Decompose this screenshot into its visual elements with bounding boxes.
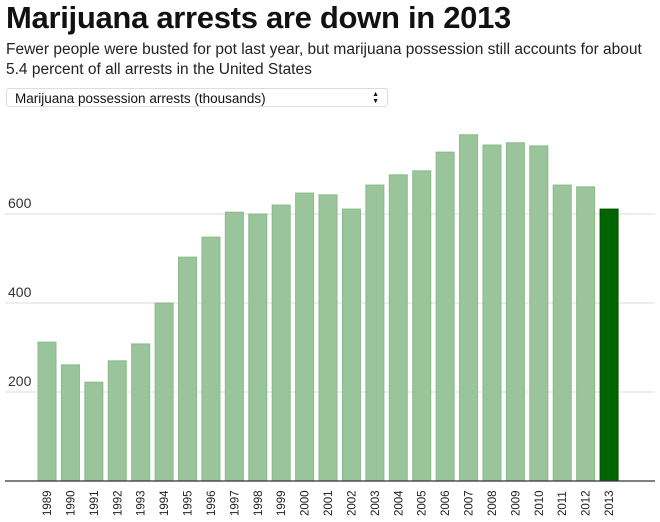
x-tick-label: 1990: [65, 490, 77, 516]
x-tick-label: 2012: [581, 490, 593, 516]
x-tick-label: 1998: [253, 490, 265, 516]
x-tick-label: 2003: [370, 490, 382, 516]
bar-2005: [412, 170, 432, 482]
x-tick-label: 1993: [136, 490, 148, 516]
bar-1998: [248, 213, 268, 482]
x-tick-label: 1992: [112, 490, 124, 516]
x-tick-label: 2004: [393, 490, 405, 516]
bar-1999: [271, 204, 291, 482]
x-tick-label: 2005: [417, 490, 429, 516]
bar-2010: [529, 145, 549, 482]
x-tick-label: 1989: [42, 490, 54, 516]
bar-1994: [154, 302, 174, 482]
y-tick-label: 400: [8, 284, 32, 300]
x-tick-label: 1999: [276, 490, 288, 516]
select-value: Marijuana possession arrests (thousands): [15, 91, 266, 106]
bar-2009: [505, 142, 525, 482]
bar-1997: [224, 211, 244, 482]
x-tick-label: 2006: [440, 490, 452, 516]
bar-1996: [201, 236, 221, 482]
x-tick-label: 1994: [159, 490, 171, 516]
page-title: Marijuana arrests are down in 2013: [6, 0, 511, 35]
x-tick-label: 1997: [229, 490, 241, 516]
x-tick-label: 2002: [346, 490, 358, 516]
subtitle: Fewer people were busted for pot last ye…: [6, 41, 642, 78]
bar-2011: [552, 184, 572, 482]
x-tick-label: 2009: [510, 490, 522, 516]
bar-1991: [84, 381, 104, 482]
bar-1993: [131, 343, 151, 482]
x-tick-label: 2008: [487, 490, 499, 516]
x-tick-label: 2013: [604, 490, 616, 516]
x-tick-label: 1996: [206, 490, 218, 516]
bar-1989: [37, 341, 57, 482]
x-tick-label: 1995: [183, 490, 195, 516]
x-tick-label: 2007: [464, 490, 476, 516]
updown-arrows-icon: ▲ ▼: [372, 91, 379, 105]
y-tick-label: 600: [8, 195, 32, 211]
x-tick-label: 2010: [534, 490, 546, 516]
bar-2007: [459, 134, 479, 482]
bar-2003: [365, 184, 385, 482]
bar-1995: [178, 256, 198, 482]
bar-1992: [107, 360, 127, 482]
x-tick-label: 1991: [89, 490, 101, 516]
bar-1990: [60, 364, 80, 482]
y-tick-label: 200: [8, 373, 32, 389]
bar-2006: [435, 151, 455, 482]
bar-2000: [295, 192, 315, 482]
bar-2001: [318, 194, 338, 482]
bar-2004: [388, 174, 408, 482]
metric-select[interactable]: Marijuana possession arrests (thousands)…: [6, 88, 388, 107]
bar-2008: [482, 144, 502, 482]
x-tick-label: 2001: [323, 490, 335, 516]
x-tick-label: 2011: [557, 491, 569, 516]
bar-2002: [341, 208, 361, 482]
bar-2012: [576, 186, 596, 482]
bar-2013: [599, 208, 619, 482]
x-tick-label: 2000: [300, 490, 312, 516]
